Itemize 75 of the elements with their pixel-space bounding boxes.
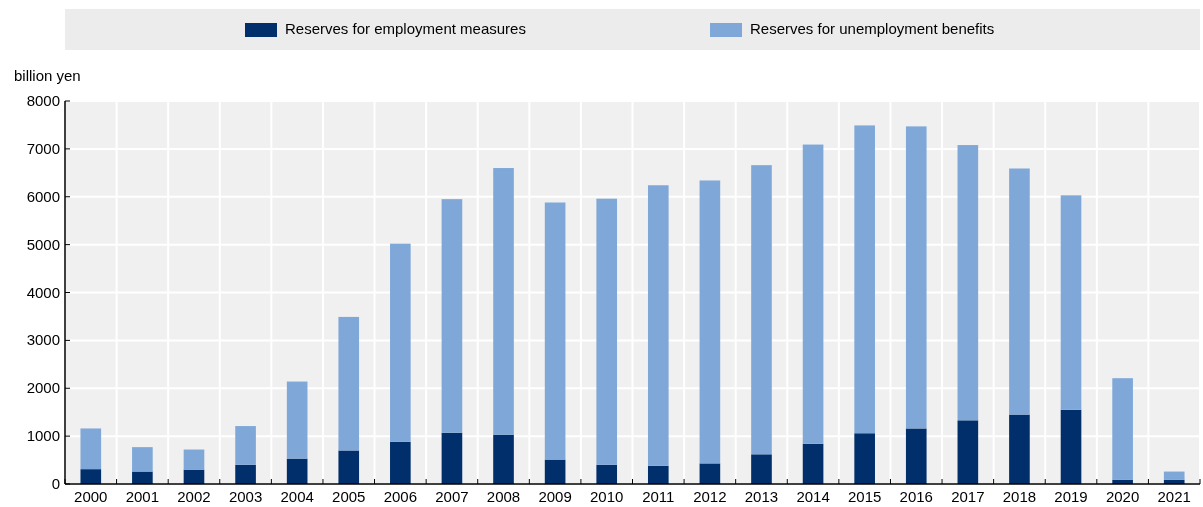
bar xyxy=(441,432,463,484)
bar xyxy=(905,428,927,484)
y-tick-label: 0 xyxy=(51,475,60,492)
y-tick-label: 4000 xyxy=(26,283,60,301)
bar xyxy=(183,449,205,470)
x-tick-label: 2016 xyxy=(899,488,933,505)
x-tick-label: 2012 xyxy=(693,488,727,505)
y-tick-label: 3000 xyxy=(26,331,60,349)
y-tick-label: 1000 xyxy=(26,427,60,445)
bar xyxy=(1009,414,1030,484)
bar xyxy=(338,450,360,484)
x-tick-label: 2005 xyxy=(332,488,366,505)
x-tick-label: 2004 xyxy=(280,488,314,505)
x-tick-label: 2015 xyxy=(847,488,882,505)
x-tick-label: 2011 xyxy=(642,488,675,505)
bar xyxy=(493,434,514,484)
legend-label: Reserves for employment measures xyxy=(285,20,526,37)
bar xyxy=(905,126,927,429)
bar xyxy=(1163,471,1185,480)
bar xyxy=(338,316,360,451)
bar xyxy=(1060,409,1082,484)
bar xyxy=(544,459,566,484)
x-tick-label: 2019 xyxy=(1054,488,1088,505)
bar xyxy=(390,243,411,442)
bar xyxy=(957,420,979,484)
y-tick-label: 5000 xyxy=(26,235,60,253)
bar xyxy=(1112,378,1133,480)
bar xyxy=(802,144,824,444)
x-tick-label: 2001 xyxy=(125,488,160,505)
y-tick-label: 8000 xyxy=(26,92,60,109)
bar xyxy=(1060,195,1082,410)
x-tick-label: 2000 xyxy=(74,488,108,505)
bar xyxy=(699,463,721,484)
bar xyxy=(751,165,772,455)
x-tick-label: 2017 xyxy=(951,488,985,505)
bar xyxy=(544,202,566,460)
x-tick-label: 2020 xyxy=(1105,488,1140,505)
bar xyxy=(235,464,256,484)
bar xyxy=(493,168,514,435)
bar xyxy=(390,441,411,484)
bar xyxy=(647,185,669,466)
x-tick-label: 2010 xyxy=(590,488,624,505)
x-tick-label: 2003 xyxy=(228,488,263,505)
x-tick-label: 2014 xyxy=(796,488,830,505)
x-tick-label: 2008 xyxy=(486,488,521,505)
bar xyxy=(132,471,153,484)
y-tick-label: 2000 xyxy=(26,379,60,397)
bar xyxy=(80,469,102,484)
bar xyxy=(286,458,308,484)
x-tick-label: 2021 xyxy=(1157,488,1191,505)
bar xyxy=(235,426,256,465)
bar xyxy=(80,428,102,470)
bar xyxy=(1009,168,1030,415)
bar xyxy=(132,447,153,472)
x-tick-label: 2006 xyxy=(383,488,418,505)
x-tick-label: 2007 xyxy=(435,488,469,505)
bar xyxy=(751,454,772,484)
bar xyxy=(802,443,824,484)
x-tick-label: 2013 xyxy=(744,488,779,505)
legend-label: Reserves for unemployment benefits xyxy=(750,20,995,37)
bar xyxy=(596,464,618,484)
x-tick-label: 2018 xyxy=(1002,488,1037,505)
bar xyxy=(286,381,308,459)
bar xyxy=(596,198,618,465)
bar xyxy=(699,180,721,464)
bar xyxy=(441,199,463,433)
y-tick-label: 7000 xyxy=(26,139,60,157)
y-tick-label: 6000 xyxy=(26,187,60,205)
x-tick-label: 2009 xyxy=(538,488,572,505)
bar xyxy=(647,465,669,484)
y-axis-title: billion yen xyxy=(14,67,81,84)
bar xyxy=(854,433,875,484)
x-tick-label: 2002 xyxy=(177,488,211,505)
bar xyxy=(957,145,979,421)
bar xyxy=(854,125,875,434)
